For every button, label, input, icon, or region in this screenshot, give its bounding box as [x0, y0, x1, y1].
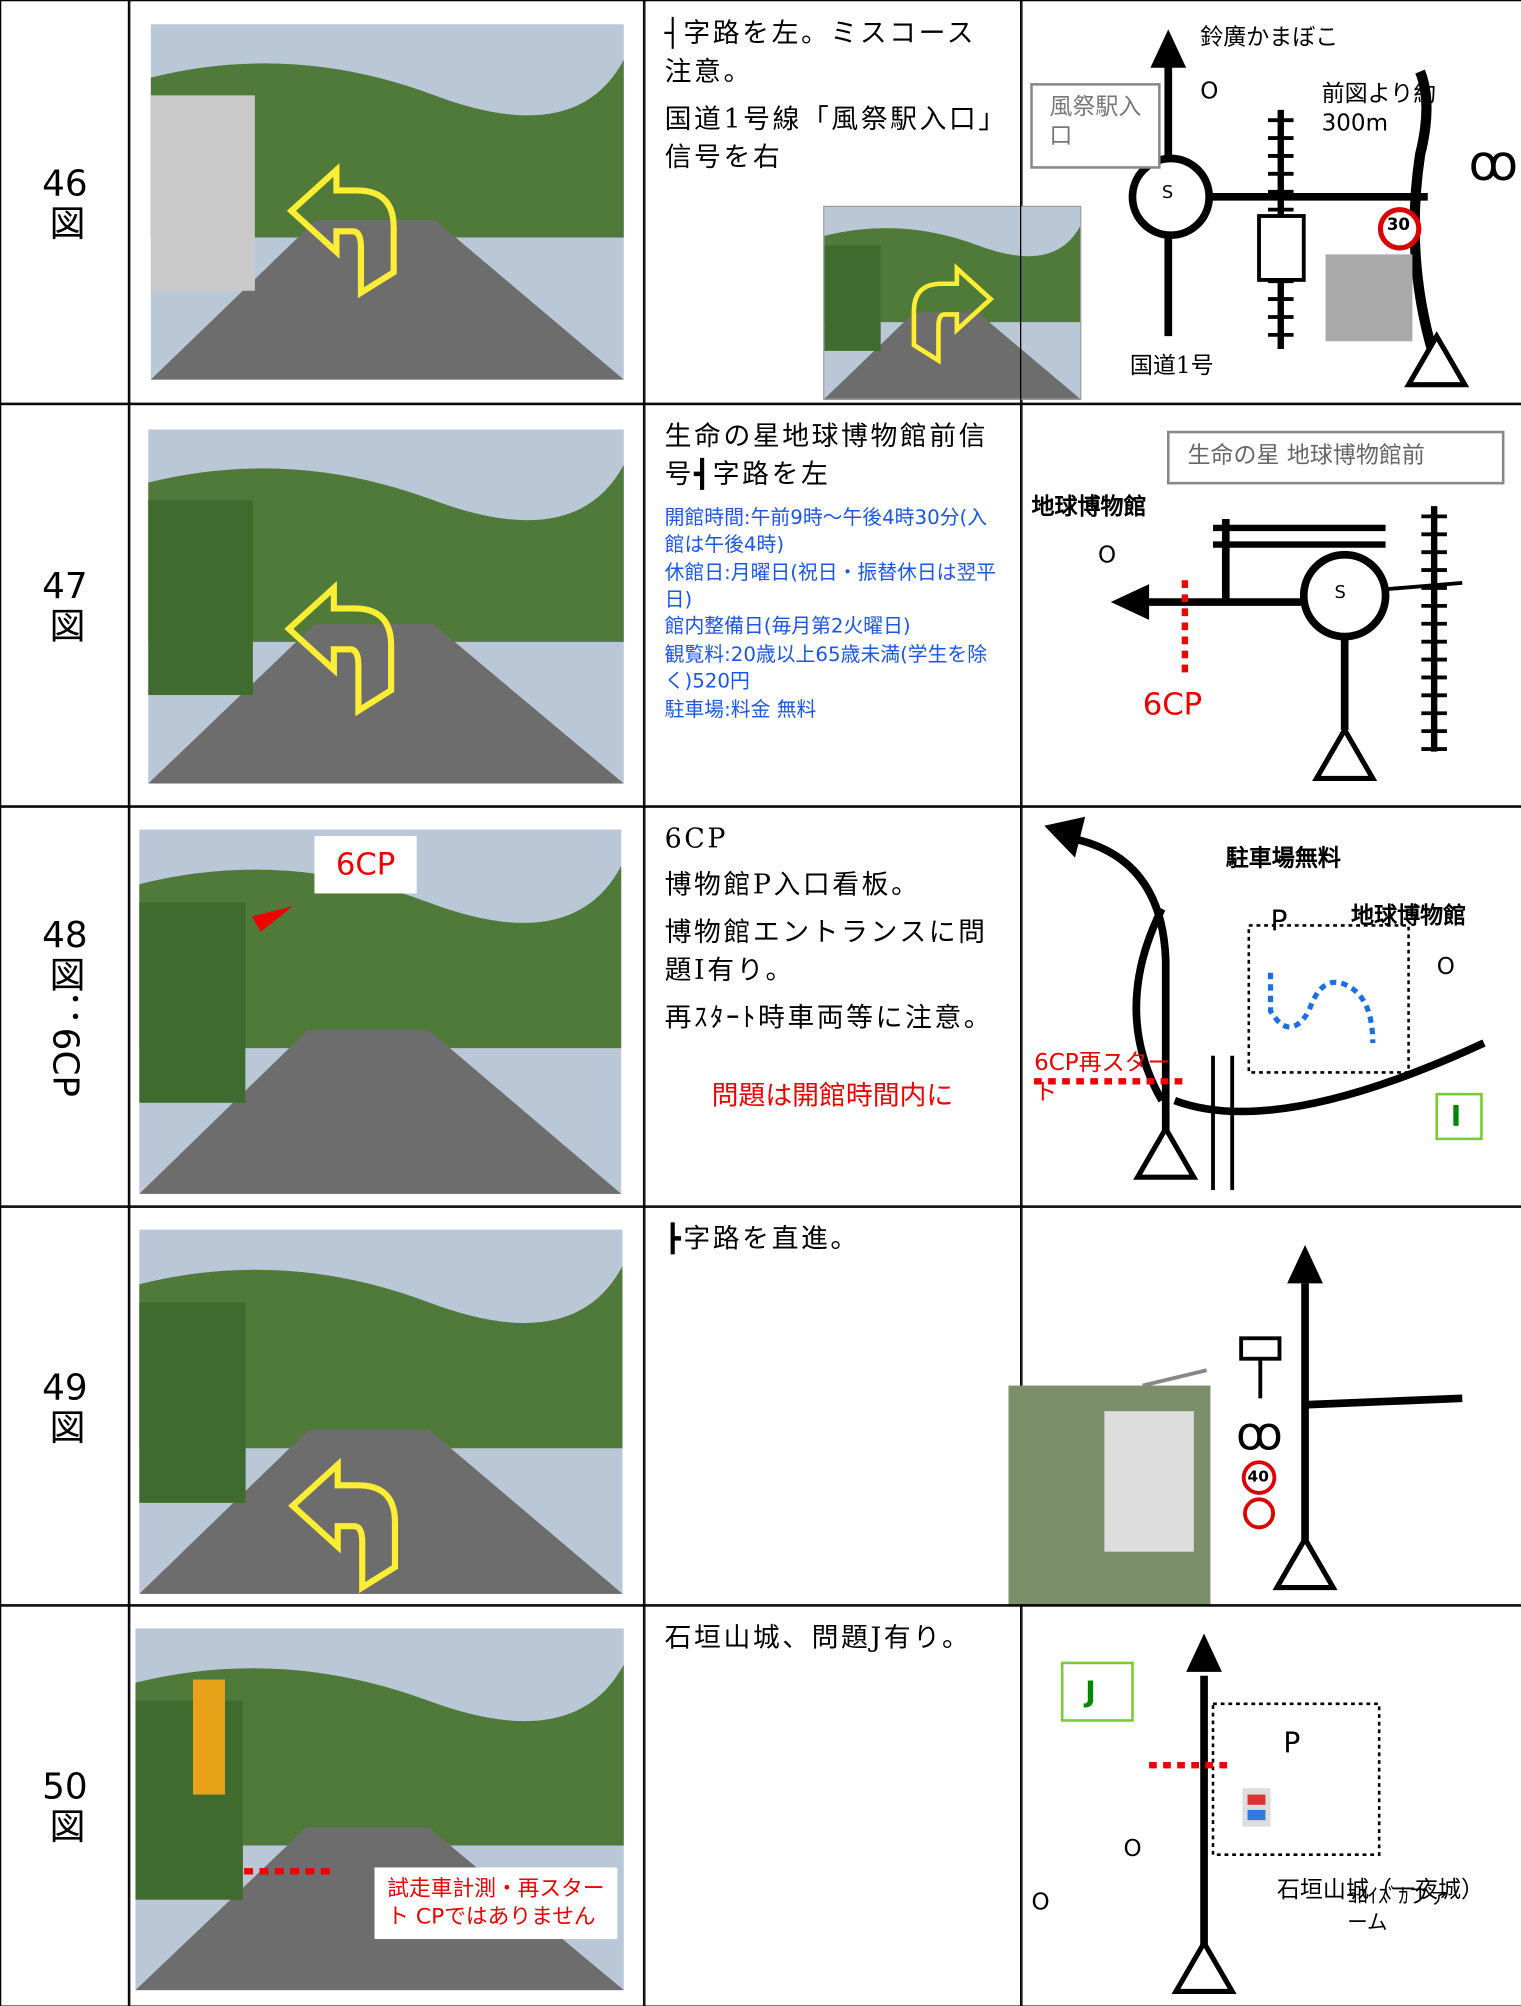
- map-label: 6CP: [1142, 686, 1203, 723]
- photo-cell: 6CP: [127, 805, 645, 1208]
- instruction: 6CP: [664, 823, 729, 854]
- inset-image: [824, 207, 1081, 399]
- map-label: 石垣山城（一夜城）: [1276, 1876, 1484, 1904]
- instruction: 生命の星地球博物館前信号┫字路を左: [664, 420, 989, 491]
- map-label: 6CP再スタート: [1034, 1049, 1171, 1106]
- text-cell: 石垣山城、問題J有り。: [642, 1604, 1022, 2006]
- row-number: 50: [42, 1765, 88, 1808]
- photo-cell: [127, 1205, 645, 1607]
- info-line: 休館日:月曜日(祝日・振替休日は翌平日): [664, 560, 997, 611]
- photo-image: [150, 24, 624, 380]
- row-number: 49: [42, 1365, 88, 1409]
- row-label: 図: [44, 607, 87, 644]
- map-label: O: [1436, 953, 1455, 981]
- map-label: 地球博物館: [1031, 493, 1147, 521]
- photo-cell: [127, 402, 645, 808]
- photo-cell: 試走車計測・再スタート CPではありません: [127, 1604, 645, 2006]
- info-line: 館内整備日(毎月第2火曜日): [664, 615, 911, 639]
- instruction: 石垣山城、問題J有り。: [664, 1622, 972, 1653]
- text-block: ┣字路を直進。: [644, 1207, 1020, 1279]
- row-number: 48: [42, 913, 88, 957]
- photo: [150, 24, 624, 380]
- map-label: 国道1号: [1129, 352, 1214, 380]
- text-block: ┤字路を左。ミスコース注意。 国道1号線「風祭駅入口」信号を右: [644, 1, 1020, 198]
- note: 問題は開館時間内に: [711, 1080, 954, 1111]
- map-label: S: [1334, 582, 1346, 604]
- map-label: ﾖﾛｲｽﾞｶファーム: [1347, 1884, 1450, 1934]
- text-cell: 生命の星地球博物館前信号┫字路を左開館時間:午前9時～午後4時30分(入館は午後…: [642, 402, 1022, 808]
- map-label: 鈴廣かまぼこ: [1200, 24, 1339, 52]
- map-drawing: [1034, 816, 1486, 1191]
- row-label: 図: [44, 204, 87, 241]
- photo-cell: [127, 0, 645, 405]
- map-drawing: [1110, 430, 1505, 781]
- map-label: S: [1161, 182, 1174, 204]
- map-cell: J P O 石垣山城（一夜城） O ﾖﾛｲｽﾞｶファーム: [1020, 1604, 1521, 2006]
- photo-image: [148, 429, 624, 784]
- info-line: 観覧料:20歳以上65歳未満(学生を除く)520円: [664, 642, 988, 693]
- photo: [148, 429, 624, 784]
- row-label: 図: [44, 1408, 87, 1445]
- photo-image: [139, 829, 622, 1194]
- map-label: 40: [1247, 1467, 1269, 1486]
- info-line: 開館時間:午前9時～午後4時30分(入館は午後4時): [664, 506, 988, 557]
- row-number: 47: [42, 565, 88, 608]
- svg-text:ꝏ: ꝏ: [1236, 1406, 1283, 1460]
- map-label: O: [1123, 1835, 1142, 1863]
- inset-photo: [823, 205, 1082, 401]
- instruction: 博物館P入口看板。: [664, 869, 921, 901]
- photo: [139, 1229, 623, 1594]
- text-cell: ┣字路を直進。: [642, 1205, 1022, 1607]
- map-drawing: ꝏ: [1008, 1244, 1463, 1606]
- photo-image: [139, 1229, 623, 1594]
- map-label: P: [1283, 1728, 1301, 1761]
- instruction: 博物館エントランスに問題I有り。: [664, 916, 988, 986]
- map-cell: 駐車場無料 P 地球博物館 O 6CP再スタート I: [1020, 805, 1521, 1208]
- row-label: 図：6CP: [44, 956, 87, 1098]
- photo: [139, 829, 622, 1194]
- map-label: 風祭駅入口: [1049, 93, 1142, 149]
- map-drawing: ꝏ: [1030, 29, 1518, 388]
- instruction: ┤字路を左。ミスコース注意。: [664, 17, 977, 88]
- map-label: O: [1097, 541, 1117, 569]
- opening-info: 開館時間:午前9時～午後4時30分(入館は午後4時) 休館日:月曜日(祝日・振替休…: [665, 505, 1001, 724]
- row-label: 図: [44, 1807, 87, 1844]
- map-label: O: [1031, 1889, 1050, 1917]
- instruction: 国道1号線「風祭駅入口」信号を右: [664, 103, 995, 173]
- map-cell: 生命の星 地球博物館前地球博物館 O S 6CP: [1020, 402, 1521, 808]
- info-line: 駐車場:料金 無料: [664, 697, 817, 721]
- svg-text:ꝏ: ꝏ: [1469, 136, 1518, 192]
- number-cell: 46 図: [0, 0, 130, 405]
- map-label: J: [1085, 1676, 1096, 1709]
- number-cell: 47 図: [0, 402, 130, 808]
- instruction: 再ｽﾀｰﾄ時車両等に注意。: [664, 1001, 994, 1033]
- number-cell: 50 図: [0, 1604, 130, 2006]
- map-drawing: [1060, 1633, 1381, 1994]
- map-label: 地球博物館: [1351, 902, 1467, 930]
- text-cell: 6CP 博物館P入口看板。博物館エントランスに問題I有り。再ｽﾀｰﾄ時車両等に注意…: [642, 805, 1022, 1208]
- text-block: 生命の星地球博物館前信号┫字路を左開館時間:午前9時～午後4時30分(入館は午後…: [644, 404, 1020, 736]
- number-cell: 49 図: [0, 1205, 130, 1607]
- text-block: 石垣山城、問題J有り。: [644, 1605, 1020, 1677]
- map-label: P: [1270, 906, 1288, 939]
- number-cell: 48 図：6CP: [0, 805, 130, 1208]
- photo-label: 6CP: [314, 835, 417, 894]
- map-label: 生命の星 地球博物館前: [1187, 442, 1425, 470]
- text-cell: ┤字路を左。ミスコース注意。 国道1号線「風祭駅入口」信号を右: [642, 0, 1082, 405]
- map-label: 30: [1386, 216, 1410, 236]
- map-label: 駐車場無料: [1225, 844, 1341, 872]
- instruction: ┣字路を直進。: [664, 1223, 860, 1254]
- map-label: I: [1450, 1101, 1462, 1134]
- map-label: O: [1200, 77, 1219, 105]
- map-label: 前図より約300m: [1321, 80, 1437, 137]
- text-block: 6CP 博物館P入口看板。博物館エントランスに問題I有り。再ｽﾀｰﾄ時車両等に注意…: [644, 807, 1020, 1127]
- map-cell: ꝏ 40: [1008, 1205, 1521, 1607]
- map-cell: ꝏ 鈴廣かまぼこ O 風祭駅入口 前図より約300m S 30 国道1号: [1020, 0, 1521, 405]
- photo-label: 試走車計測・再スタート CPではありません: [374, 1867, 618, 1940]
- row-number: 46: [42, 162, 88, 205]
